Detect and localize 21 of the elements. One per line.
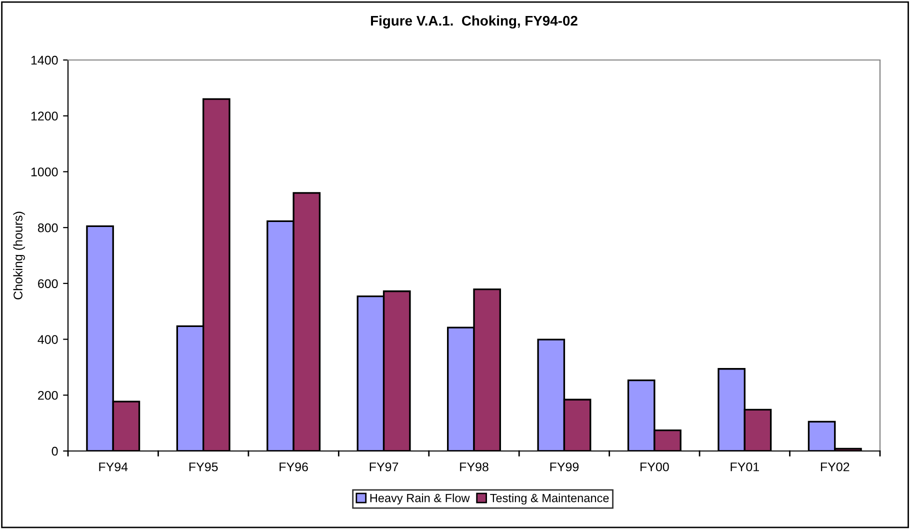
y-tick-label: 1200 [31, 112, 58, 121]
x-tick-label: FY02 [820, 462, 850, 472]
y-tick-label: 1400 [31, 56, 58, 65]
legend-label: Heavy Rain & Flow [370, 494, 470, 505]
x-tick-label: FY97 [370, 462, 398, 472]
y-tick-label: 1000 [31, 168, 58, 176]
y-tick-label: 200 [38, 390, 58, 400]
x-tick-label: FY99 [550, 462, 579, 472]
y-tick-label: 400 [38, 335, 58, 344]
x-tick-label: FY98 [460, 462, 488, 472]
y-tick-label: 0 [52, 446, 58, 456]
legend-label: Testing & Maintenance [490, 494, 609, 505]
y-axis-title: Choking (hours) [13, 212, 25, 300]
x-tick-label: FY94 [99, 462, 128, 472]
x-tick-label: FY95 [189, 462, 218, 472]
y-tick-label: 800 [38, 223, 58, 232]
x-tick-label: FY01 [730, 462, 759, 472]
y-tick-label: 600 [38, 279, 58, 288]
x-tick-label: FY96 [280, 462, 308, 472]
chart-title: Figure V.A.1. Choking, FY94-02 [370, 15, 578, 29]
x-tick-label: FY00 [640, 462, 669, 472]
